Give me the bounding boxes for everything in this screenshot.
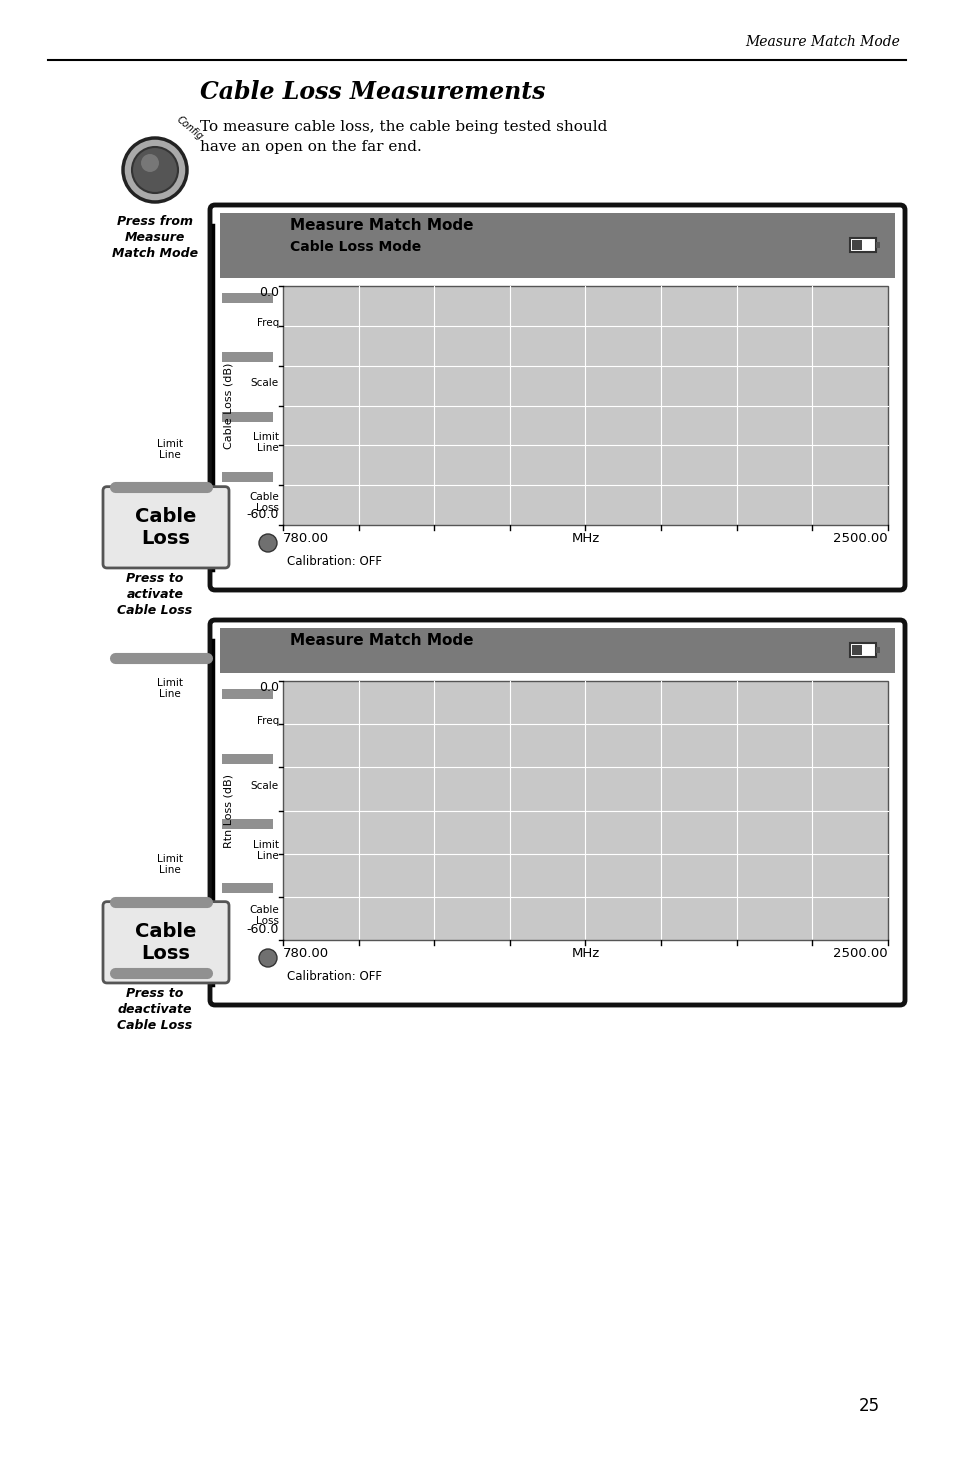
Text: MHz: MHz bbox=[571, 532, 599, 544]
Bar bbox=[222, 754, 273, 764]
Text: -60.0: -60.0 bbox=[247, 923, 278, 937]
Text: Cable
Loss: Cable Loss bbox=[135, 922, 196, 963]
Bar bbox=[222, 292, 273, 302]
Text: Limit
Line: Limit Line bbox=[157, 440, 183, 460]
Bar bbox=[283, 681, 887, 940]
Text: Limit
Line: Limit Line bbox=[253, 841, 278, 861]
Text: Freq: Freq bbox=[256, 717, 278, 726]
Text: 25: 25 bbox=[858, 1397, 879, 1415]
Circle shape bbox=[141, 153, 159, 173]
Text: 780.00: 780.00 bbox=[283, 532, 329, 544]
Text: Calibration: OFF: Calibration: OFF bbox=[287, 971, 381, 982]
Text: Cable Loss Measurements: Cable Loss Measurements bbox=[200, 80, 545, 105]
FancyBboxPatch shape bbox=[103, 901, 229, 982]
Text: Limit
Line: Limit Line bbox=[157, 854, 183, 875]
Bar bbox=[875, 648, 879, 653]
Text: Press to
activate
Cable Loss: Press to activate Cable Loss bbox=[117, 572, 193, 617]
Text: Scale: Scale bbox=[251, 780, 278, 791]
Text: Measure Match Mode: Measure Match Mode bbox=[290, 218, 473, 233]
Text: have an open on the far end.: have an open on the far end. bbox=[200, 140, 421, 153]
Text: Measure Match Mode: Measure Match Mode bbox=[290, 633, 473, 648]
Bar bbox=[851, 240, 862, 249]
Bar bbox=[222, 884, 273, 894]
Text: Limit
Line: Limit Line bbox=[157, 678, 183, 699]
Text: Config: Config bbox=[174, 114, 205, 142]
Text: Cable
Loss: Cable Loss bbox=[249, 906, 278, 926]
Bar bbox=[222, 353, 273, 363]
Text: Limit
Line: Limit Line bbox=[253, 432, 278, 453]
Text: Cable
Loss: Cable Loss bbox=[249, 491, 278, 513]
Text: -60.0: -60.0 bbox=[247, 507, 278, 521]
Text: Rtn Loss (dB): Rtn Loss (dB) bbox=[224, 773, 233, 848]
Bar bbox=[849, 237, 875, 252]
Bar bbox=[220, 212, 894, 277]
FancyBboxPatch shape bbox=[103, 487, 229, 568]
Bar bbox=[851, 645, 862, 655]
Text: 2500.00: 2500.00 bbox=[833, 947, 887, 960]
Bar bbox=[849, 643, 875, 656]
Bar bbox=[222, 412, 273, 422]
Text: Cable Loss Mode: Cable Loss Mode bbox=[290, 240, 421, 254]
Circle shape bbox=[258, 948, 276, 968]
Text: MHz: MHz bbox=[571, 947, 599, 960]
Text: To measure cable loss, the cable being tested should: To measure cable loss, the cable being t… bbox=[200, 119, 607, 134]
FancyBboxPatch shape bbox=[210, 620, 904, 1004]
Text: Freq: Freq bbox=[256, 319, 278, 327]
Bar bbox=[875, 242, 879, 248]
Circle shape bbox=[123, 139, 187, 202]
Text: Scale: Scale bbox=[251, 378, 278, 388]
FancyBboxPatch shape bbox=[210, 205, 904, 590]
Text: Cable
Loss: Cable Loss bbox=[135, 507, 196, 547]
Text: 2500.00: 2500.00 bbox=[833, 532, 887, 544]
Bar bbox=[222, 689, 273, 699]
Bar bbox=[222, 472, 273, 482]
Text: Measure Match Mode: Measure Match Mode bbox=[744, 35, 899, 49]
Bar bbox=[222, 819, 273, 829]
Bar bbox=[220, 628, 894, 673]
Text: 780.00: 780.00 bbox=[283, 947, 329, 960]
Text: Cable Loss (dB): Cable Loss (dB) bbox=[224, 363, 233, 448]
Circle shape bbox=[132, 148, 178, 193]
Circle shape bbox=[258, 534, 276, 552]
Text: 0.0: 0.0 bbox=[258, 286, 278, 299]
Text: 0.0: 0.0 bbox=[258, 681, 278, 695]
Text: Press from
Measure
Match Mode: Press from Measure Match Mode bbox=[112, 215, 198, 260]
Text: Press to
deactivate
Cable Loss: Press to deactivate Cable Loss bbox=[117, 987, 193, 1032]
Bar bbox=[283, 286, 887, 525]
Text: Calibration: OFF: Calibration: OFF bbox=[287, 555, 381, 568]
